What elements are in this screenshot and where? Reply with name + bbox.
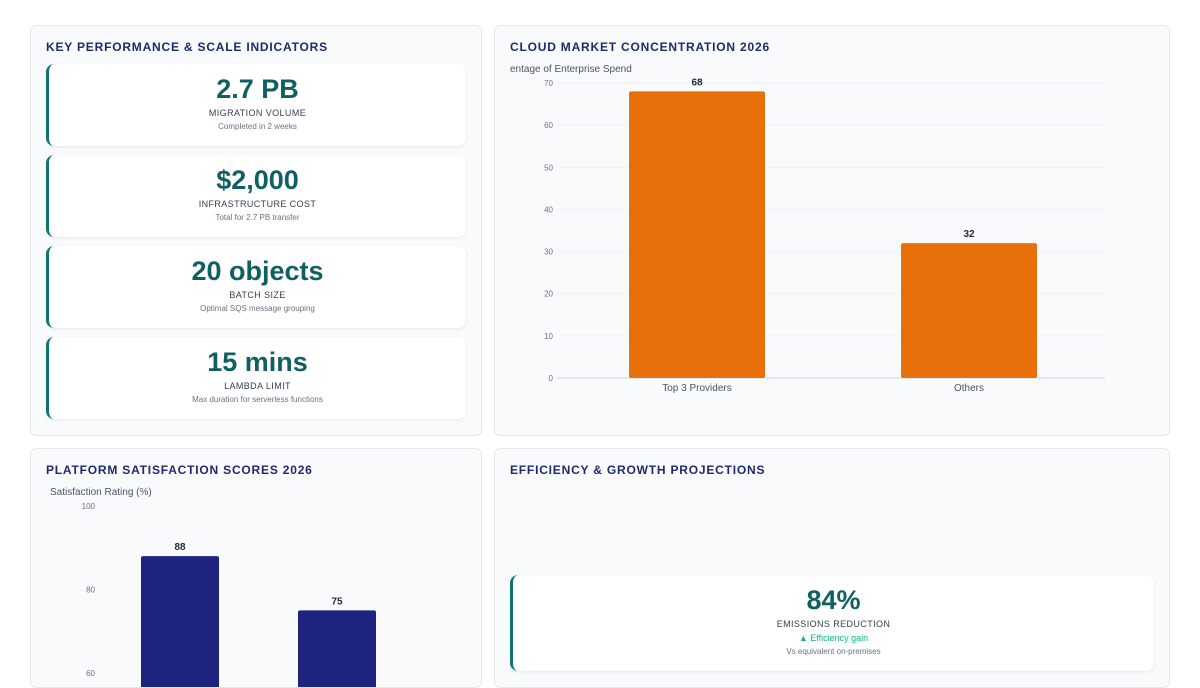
kpi-label: LAMBDA LIMIT [224, 381, 291, 391]
panel-title: EFFICIENCY & GROWTH PROJECTIONS [510, 463, 766, 477]
panel-title: PLATFORM SATISFACTION SCORES 2026 [46, 463, 313, 477]
bar-value-label: 75 [331, 596, 343, 607]
y-tick-label: 10 [544, 332, 553, 341]
y-tick-label: 100 [82, 502, 96, 511]
platform-satisfaction-panel: PLATFORM SATISFACTION SCORES 2026 Satisf… [30, 448, 482, 688]
kpi-value: 2.7 PB [216, 74, 299, 104]
kpi-label: BATCH SIZE [229, 290, 286, 300]
y-axis-label: Satisfaction Rating (%) [50, 487, 152, 498]
efficiency-panel: EFFICIENCY & GROWTH PROJECTIONS 84% EMIS… [494, 448, 1170, 688]
y-axis-label: entage of Enterprise Spend [510, 64, 632, 75]
market-concentration-panel: CLOUD MARKET CONCENTRATION 2026 entage o… [494, 25, 1170, 436]
bar [298, 610, 376, 687]
y-tick-label: 50 [544, 163, 553, 172]
kpi-card-emissions-reduction: 84% EMISSIONS REDUCTION ▲ Efficiency gai… [510, 575, 1154, 671]
bar [629, 91, 765, 378]
bar-value-label: 32 [963, 229, 975, 240]
kpi-card-migration-volume: 2.7 PB MIGRATION VOLUME Completed in 2 w… [46, 64, 466, 146]
platform-satisfaction-chart: Satisfaction Rating (%) 60 80 100 88 75 [50, 487, 376, 687]
bar [901, 243, 1037, 378]
kpi-value: $2,000 [216, 165, 299, 195]
bar-value-label: 68 [691, 77, 703, 88]
kpi-subtext: Vs equivalent on-premises [786, 647, 881, 656]
y-tick-label: 60 [86, 669, 95, 678]
kpi-subtext: Optimal SQS message grouping [200, 304, 315, 313]
panel-title: CLOUD MARKET CONCENTRATION 2026 [510, 40, 770, 54]
y-tick-label: 80 [86, 586, 95, 595]
panel-title: KEY PERFORMANCE & SCALE INDICATORS [46, 40, 328, 54]
y-tick-label: 70 [544, 79, 553, 88]
kpi-value: 15 mins [207, 347, 308, 377]
kpi-label: EMISSIONS REDUCTION [776, 619, 891, 629]
y-tick-label: 60 [544, 121, 553, 130]
kpi-label: INFRASTRUCTURE COST [198, 199, 317, 209]
kpi-card-lambda-limit: 15 mins LAMBDA LIMIT Max duration for se… [46, 337, 466, 419]
y-tick-label: 0 [549, 374, 554, 383]
y-tick-label: 30 [544, 248, 553, 257]
y-tick-label: 40 [544, 205, 553, 214]
market-concentration-chart: entage of Enterprise Spend 0 10 20 30 40 50 60 7… [510, 64, 1105, 394]
kpi-trend: ▲ Efficiency gain [798, 633, 869, 643]
kpi-panel: KEY PERFORMANCE & SCALE INDICATORS 2.7 P… [30, 25, 482, 436]
bar [141, 556, 219, 687]
x-category-label: Others [954, 383, 984, 394]
y-tick-label: 20 [544, 290, 553, 299]
kpi-subtext: Completed in 2 weeks [218, 122, 297, 131]
kpi-subtext: Max duration for serverless functions [192, 395, 323, 404]
bar-value-label: 88 [174, 542, 186, 553]
kpi-subtext: Total for 2.7 PB transfer [215, 213, 300, 222]
kpi-value: 84% [806, 585, 861, 615]
kpi-value: 20 objects [191, 256, 324, 286]
kpi-label: MIGRATION VOLUME [208, 108, 307, 118]
kpi-card-batch-size: 20 objects BATCH SIZE Optimal SQS messag… [46, 246, 466, 328]
x-category-label: Top 3 Providers [662, 383, 731, 394]
kpi-card-infrastructure-cost: $2,000 INFRASTRUCTURE COST Total for 2.7… [46, 155, 466, 237]
